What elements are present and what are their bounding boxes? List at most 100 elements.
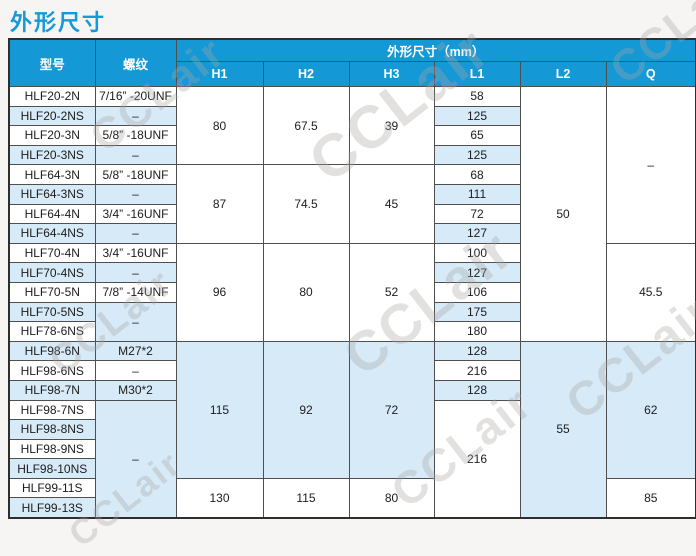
column-header-h1: H1: [175, 61, 264, 87]
table-cell: 7/8” -14UNF: [94, 281, 177, 303]
model-cell: HLF20-2N: [8, 86, 96, 107]
table-cell: 96: [175, 242, 264, 342]
table-cell: 127: [433, 262, 521, 283]
table-cell: 80: [175, 85, 264, 166]
table-cell: 72: [348, 340, 435, 479]
model-cell: HLF64-4NS: [8, 223, 96, 244]
column-header-h3: H3: [348, 61, 435, 87]
table-cell: 72: [433, 203, 521, 225]
table-row: HLF70-4NS – 127: [8, 262, 696, 283]
table-cell: 130: [175, 477, 264, 519]
table-cell: 74.5: [262, 164, 350, 244]
table-cell: 68: [433, 164, 521, 185]
model-cell: HLF98-9NS: [8, 438, 96, 460]
table-cell: 128: [433, 340, 521, 362]
table-cell: 67.5: [262, 85, 350, 166]
table-cell: 65: [433, 125, 521, 146]
table-cell: 111: [433, 183, 521, 205]
model-cell: HLF99-11S: [8, 477, 96, 499]
table-cell: 80: [348, 477, 435, 519]
table-cell: 55: [519, 340, 607, 519]
table-cell: –: [94, 301, 177, 342]
table-cell: 175: [433, 301, 521, 323]
table-cell: 5/8” -18UNF: [94, 164, 177, 185]
column-header-dimensions: 外形尺寸（mm）: [175, 38, 696, 62]
model-cell: HLF70-5N: [8, 281, 96, 303]
table-row: HLF98-6N M27*2 115 92 72 128 55 62: [8, 340, 696, 519]
table-row: HLF98-7NS – 216: [8, 399, 696, 519]
table-cell: 3/4” -16UNF: [94, 203, 177, 225]
table-cell: –: [605, 86, 696, 244]
model-cell: HLF99-13S: [8, 497, 96, 519]
model-cell: HLF20-3N: [8, 125, 96, 146]
table-cell: 50: [519, 86, 607, 342]
column-header-l2: L2: [519, 61, 607, 87]
model-cell: HLF64-3N: [8, 164, 96, 185]
table-body: HLF20-2N 7/16” -20UNF 80 67.5 39 58 50– HLF20-2…: [8, 85, 696, 519]
table-cell: 5/8” -18UNF: [94, 125, 177, 146]
table-cell: 87: [175, 164, 264, 244]
table-row: HLF98-6NS – 216: [8, 360, 696, 381]
model-cell: HLF78-6NS: [8, 321, 96, 342]
datasheet-page: 外形尺寸 型号 螺纹 外形尺寸（mm） H1 H2 H3 L1 L2 Q HLF…: [8, 0, 696, 555]
model-cell: HLF98-10NS: [8, 458, 96, 479]
table-cell: 80: [262, 242, 350, 342]
table-cell: 92: [262, 340, 350, 479]
dimensions-table: 型号 螺纹 外形尺寸（mm） H1 H2 H3 L1 L2 Q HLF20-2N…: [8, 38, 696, 519]
model-cell: HLF98-7N: [8, 379, 96, 401]
table-cell: 216: [433, 399, 521, 519]
table-cell: 115: [175, 340, 264, 479]
table-cell: –: [94, 262, 177, 283]
table-row: HLF20-3N 5/8” -18UNF 65: [8, 125, 696, 146]
model-cell: HLF70-4NS: [8, 262, 96, 283]
table-cell: 216: [433, 360, 521, 381]
table-cell: 85: [605, 477, 696, 519]
table-cell: 115: [262, 477, 350, 519]
table-cell: –: [94, 399, 177, 519]
model-cell: HLF70-4N: [8, 242, 96, 264]
model-cell: HLF70-5NS: [8, 301, 96, 323]
table-cell: 180: [433, 321, 521, 342]
table-cell: 45: [348, 164, 435, 244]
table-cell: 58: [433, 86, 521, 107]
table-cell: 128: [433, 379, 521, 401]
table-row: HLF98-10NS: [8, 458, 696, 479]
table-cell: 7/16” -20UNF: [94, 86, 177, 107]
table-cell: M30*2: [94, 379, 177, 401]
table-cell: 106: [433, 281, 521, 303]
model-cell: HLF98-7NS: [8, 399, 96, 421]
column-header-h2: H2: [262, 61, 350, 87]
model-cell: HLF64-4N: [8, 203, 96, 225]
table-row: HLF64-4NS – 127: [8, 223, 696, 244]
table-header: 型号 螺纹 外形尺寸（mm） H1 H2 H3 L1 L2 Q: [8, 38, 696, 87]
table-cell: 62: [605, 340, 696, 479]
table-row: HLF70-5NS – 175: [8, 301, 696, 342]
table-cell: 125: [433, 144, 521, 166]
table-row: HLF99-11S 130 115 80 85: [8, 477, 696, 519]
table-row: HLF70-4N 3/4” -16UNF 96 80 52 100 45.5: [8, 242, 696, 342]
column-header-model: 型号: [8, 38, 96, 87]
table-row: HLF98-8NS: [8, 419, 696, 440]
table-cell: –: [94, 183, 177, 205]
table-cell: 127: [433, 223, 521, 244]
table-row: HLF64-3NS – 111: [8, 183, 696, 205]
page-title: 外形尺寸: [10, 10, 107, 35]
table-cell: –: [94, 360, 177, 381]
table-row: HLF99-13S: [8, 497, 696, 519]
model-cell: HLF64-3NS: [8, 183, 96, 205]
table-row: HLF78-6NS 180: [8, 321, 696, 342]
table-cell: 39: [348, 85, 435, 166]
model-cell: HLF98-8NS: [8, 419, 96, 440]
table-cell: 3/4” -16UNF: [94, 242, 177, 264]
table-cell: 100: [433, 242, 521, 264]
model-cell: HLF20-2NS: [8, 105, 96, 127]
model-cell: HLF98-6NS: [8, 360, 96, 381]
table-cell: M27*2: [94, 340, 177, 362]
table-row: HLF70-5N 7/8” -14UNF 106: [8, 281, 696, 303]
table-cell: 45.5: [605, 242, 696, 342]
table-row: HLF98-9NS: [8, 438, 696, 460]
table-cell: –: [94, 105, 177, 127]
table-cell: 52: [348, 242, 435, 342]
table-cell: –: [94, 223, 177, 244]
table-row: HLF20-2N 7/16” -20UNF 80 67.5 39 58 50–: [8, 85, 696, 342]
